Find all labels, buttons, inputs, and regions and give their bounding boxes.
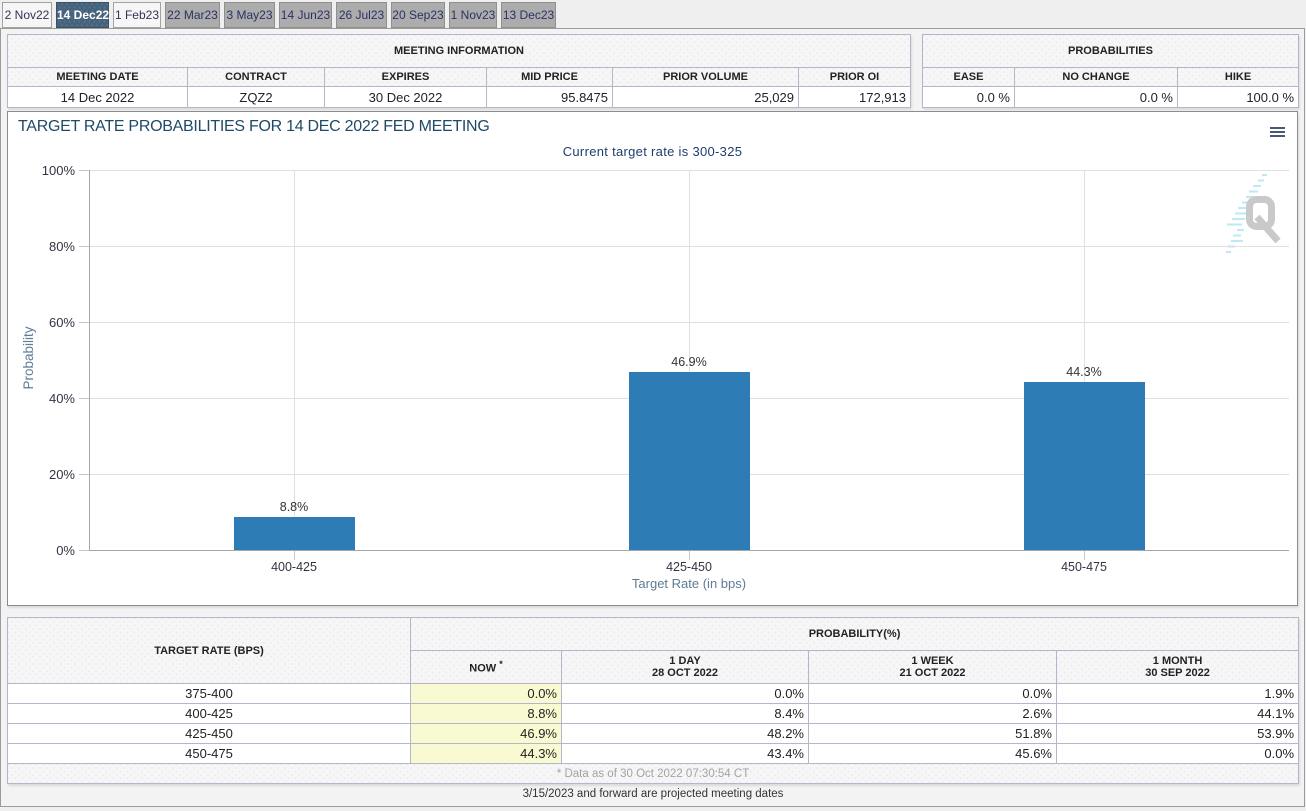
svg-text:Target Rate (in bps): Target Rate (in bps): [632, 576, 746, 591]
svg-text:0%: 0%: [56, 543, 75, 558]
svg-text:450-475: 450-475: [1061, 560, 1107, 574]
svg-text:20%: 20%: [49, 467, 75, 482]
svg-text:60%: 60%: [49, 315, 75, 330]
svg-text:100%: 100%: [42, 163, 76, 178]
svg-text:44.3%: 44.3%: [1066, 365, 1101, 379]
svg-text:425-450: 425-450: [666, 560, 712, 574]
svg-text:40%: 40%: [49, 391, 75, 406]
svg-text:80%: 80%: [49, 239, 75, 254]
svg-text:8.8%: 8.8%: [280, 500, 309, 514]
svg-text:Probability: Probability: [21, 326, 36, 389]
svg-text:400-425: 400-425: [271, 560, 317, 574]
svg-text:46.9%: 46.9%: [671, 355, 706, 369]
